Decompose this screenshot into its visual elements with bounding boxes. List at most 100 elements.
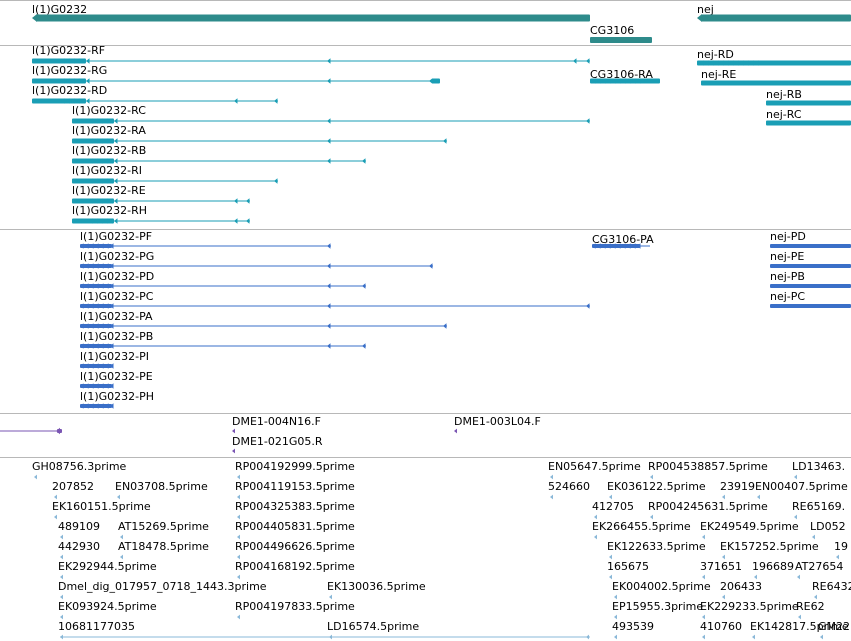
est-marker — [594, 534, 597, 540]
protein-label[interactable]: CG3106-PA — [592, 233, 654, 246]
est-label[interactable]: RP004192999.5prime — [235, 460, 355, 473]
est-label[interactable]: EK130036.5prime — [327, 580, 426, 593]
protein-label[interactable]: l(1)G0232-PF — [80, 230, 152, 243]
protein-label[interactable]: l(1)G0232-PH — [80, 390, 154, 403]
gene-label[interactable]: l(1)G0232 — [32, 3, 87, 16]
est-label[interactable]: RE62 — [796, 600, 825, 613]
transcript-label[interactable]: l(1)G0232-RD — [32, 84, 107, 97]
protein-label[interactable]: l(1)G0232-PE — [80, 370, 153, 383]
est-label[interactable]: 196689 — [752, 560, 794, 573]
transcript-label[interactable]: nej-RE — [701, 68, 736, 81]
est-label[interactable]: LD13463. — [792, 460, 845, 473]
oligo-marker — [232, 448, 235, 454]
est-label[interactable]: EK292944.5prime — [58, 560, 157, 573]
est-label[interactable]: RP004538857.5prime — [648, 460, 768, 473]
transcript-label[interactable]: l(1)G0232-RG — [32, 64, 107, 77]
oligo-label[interactable]: DME1-021G05.R — [232, 435, 323, 448]
est-label[interactable]: AT18478.5prime — [118, 540, 209, 553]
exon-marker — [109, 218, 113, 224]
oligo-label[interactable]: DME1-004N16.F — [232, 415, 321, 428]
est-label[interactable]: EK249549.5prime — [700, 520, 799, 533]
est-label[interactable]: RE65169. — [792, 500, 845, 513]
est-label[interactable]: EK266455.5prime — [592, 520, 691, 533]
protein-label[interactable]: l(1)G0232-PD — [80, 270, 154, 283]
est-marker — [702, 614, 705, 620]
oligo-label[interactable]: DME1-003L04.F — [454, 415, 541, 428]
protein-label[interactable]: nej-PB — [770, 270, 805, 283]
transcript-label[interactable]: l(1)G0232-RA — [72, 124, 146, 137]
est-label[interactable]: RP004325383.5prime — [235, 500, 355, 513]
est-label[interactable]: RP004405831.5prime — [235, 520, 355, 533]
protein-label[interactable]: nej-PE — [770, 250, 804, 263]
gene-label[interactable]: nej — [697, 3, 714, 16]
est-label[interactable]: GH08756.3prime — [32, 460, 127, 473]
exon-marker — [80, 323, 84, 329]
protein-label[interactable]: l(1)G0232-PC — [80, 290, 154, 303]
est-label[interactable]: EK036122.5prime — [607, 480, 706, 493]
est-label[interactable]: RP004168192.5prime — [235, 560, 355, 573]
est-label[interactable]: 489109 — [58, 520, 100, 533]
transcript-label[interactable]: nej-RC — [766, 108, 802, 121]
est-label[interactable]: 524660 — [548, 480, 590, 493]
est-label[interactable]: EK004002.5prime — [612, 580, 711, 593]
transcript-label[interactable]: l(1)G0232-RC — [72, 104, 146, 117]
protein-label[interactable]: l(1)G0232-PI — [80, 350, 149, 363]
est-label[interactable]: 410760 — [700, 620, 742, 633]
est-label[interactable]: Dmel_dig_017957_0718_1443.3prime — [58, 580, 267, 593]
gene-label[interactable]: CG3106 — [590, 24, 634, 37]
est-label[interactable]: RE64320 — [812, 580, 851, 593]
est-label[interactable]: EP15955.3prime — [612, 600, 703, 613]
est-label[interactable]: EK157252.5prime — [720, 540, 819, 553]
transcript-label[interactable]: l(1)G0232-RB — [72, 144, 146, 157]
exon-marker — [637, 243, 641, 249]
est-label[interactable]: 165675 — [607, 560, 649, 573]
est-label[interactable]: GM22 — [818, 620, 850, 633]
est-label[interactable]: LD052 — [810, 520, 846, 533]
est-label[interactable]: EN05647.5prime — [548, 460, 641, 473]
est-label[interactable]: 493539 — [612, 620, 654, 633]
est-label[interactable]: EK229233.5prime — [700, 600, 799, 613]
exon-block — [770, 264, 851, 268]
transcript-label[interactable]: l(1)G0232-RH — [72, 204, 147, 217]
transcript-label[interactable]: l(1)G0232-RE — [72, 184, 146, 197]
exon-marker — [104, 158, 108, 164]
exon-marker — [114, 198, 118, 204]
est-label[interactable]: 442930 — [58, 540, 100, 553]
transcript-label[interactable]: nej-RB — [766, 88, 802, 101]
est-label[interactable]: 206433 — [720, 580, 762, 593]
est-label[interactable]: 412705 — [592, 500, 634, 513]
transcript-label[interactable]: l(1)G0232-RF — [32, 44, 105, 57]
transcript-label[interactable]: l(1)G0232-RI — [72, 164, 142, 177]
est-label[interactable]: 371651 — [700, 560, 742, 573]
est-label[interactable]: RP004119153.5prime — [235, 480, 355, 493]
transcript-label[interactable]: CG3106-RA — [590, 68, 653, 81]
exon-marker — [81, 98, 85, 104]
protein-label[interactable]: l(1)G0232-PG — [80, 250, 154, 263]
exon-marker — [105, 303, 109, 309]
est-label[interactable]: EK122633.5prime — [607, 540, 706, 553]
est-label[interactable]: AT27654 — [795, 560, 843, 573]
est-label[interactable]: 19 — [834, 540, 848, 553]
est-label[interactable]: EK142817.5prime — [750, 620, 849, 633]
est-label[interactable]: EN03708.5prime — [115, 480, 208, 493]
est-marker — [836, 554, 839, 560]
protein-label[interactable]: nej-PC — [770, 290, 805, 303]
est-label[interactable]: EN00407.5prime — [755, 480, 848, 493]
protein-label[interactable]: l(1)G0232-PA — [80, 310, 153, 323]
est-label[interactable]: RP004245631.5prime — [648, 500, 768, 513]
est-label[interactable]: EK160151.5prime — [52, 500, 151, 513]
protein-label[interactable]: nej-PD — [770, 230, 806, 243]
est-label[interactable]: AT15269.5prime — [118, 520, 209, 533]
est-label[interactable]: 207852 — [52, 480, 94, 493]
est-label[interactable]: RP004496626.5prime — [235, 540, 355, 553]
exon-marker — [362, 283, 366, 289]
est-label[interactable]: 10681177035 — [58, 620, 135, 633]
protein-label[interactable]: l(1)G0232-PB — [80, 330, 153, 343]
transcript-label[interactable]: nej-RD — [697, 48, 734, 61]
gene-feature — [701, 14, 851, 22]
exon-marker — [109, 178, 113, 184]
est-label[interactable]: EK093924.5prime — [58, 600, 157, 613]
est-label[interactable]: RP004197833.5prime — [235, 600, 355, 613]
est-label[interactable]: 23919 — [720, 480, 755, 493]
est-label[interactable]: LD16574.5prime — [327, 620, 419, 633]
